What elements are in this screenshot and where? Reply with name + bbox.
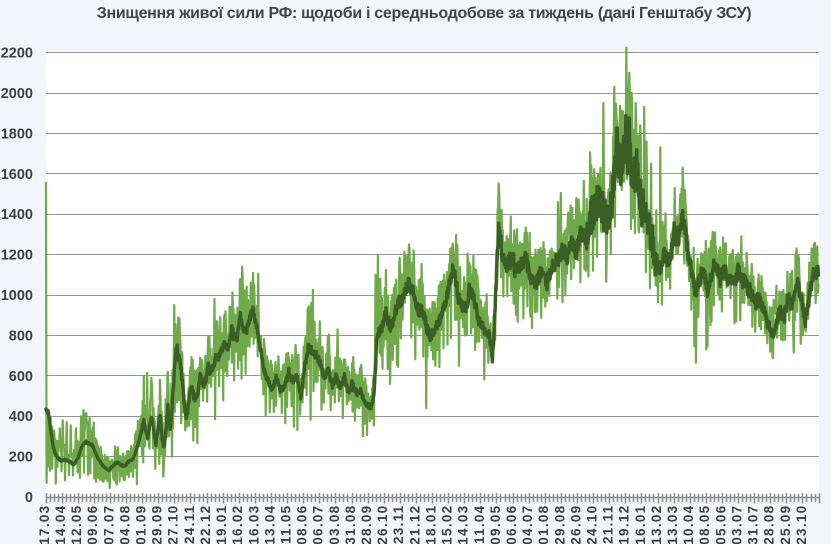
svg-text:06.07: 06.07 — [311, 505, 326, 544]
svg-text:17.03: 17.03 — [37, 505, 52, 544]
svg-text:200: 200 — [9, 450, 33, 466]
svg-text:12.05: 12.05 — [69, 505, 84, 544]
svg-text:800: 800 — [9, 328, 33, 344]
svg-text:13.03: 13.03 — [665, 505, 680, 544]
svg-text:06.06: 06.06 — [504, 505, 519, 544]
svg-text:23.10: 23.10 — [794, 505, 809, 544]
svg-text:19.12: 19.12 — [617, 505, 632, 544]
svg-text:24.11: 24.11 — [182, 505, 197, 544]
svg-text:01.08: 01.08 — [536, 505, 551, 544]
svg-text:Знищення живої сили РФ: щодоби: Знищення живої сили РФ: щодоби і середнь… — [97, 5, 752, 22]
svg-text:09.06: 09.06 — [85, 505, 100, 544]
svg-text:26.09: 26.09 — [568, 505, 583, 544]
svg-text:14.04: 14.04 — [53, 505, 68, 544]
svg-text:0: 0 — [25, 490, 33, 506]
svg-text:03.08: 03.08 — [327, 505, 342, 544]
svg-text:14.03: 14.03 — [456, 505, 471, 544]
svg-text:26.10: 26.10 — [375, 505, 390, 544]
svg-text:13.02: 13.02 — [649, 505, 664, 544]
svg-text:2000: 2000 — [1, 86, 33, 102]
svg-text:1000: 1000 — [1, 288, 33, 304]
svg-text:1600: 1600 — [1, 167, 33, 183]
svg-text:21.12: 21.12 — [407, 505, 422, 544]
svg-text:08.05: 08.05 — [697, 505, 712, 544]
svg-text:1200: 1200 — [1, 248, 33, 264]
svg-text:03.07: 03.07 — [729, 505, 744, 544]
svg-text:27.10: 27.10 — [166, 505, 181, 544]
svg-text:19.01: 19.01 — [214, 505, 229, 544]
svg-text:28.09: 28.09 — [359, 505, 374, 544]
svg-text:11.04: 11.04 — [472, 505, 487, 544]
svg-text:16.03: 16.03 — [246, 505, 261, 544]
svg-text:29.09: 29.09 — [150, 505, 165, 544]
svg-text:04.07: 04.07 — [520, 505, 535, 544]
svg-text:09.05: 09.05 — [488, 505, 503, 544]
svg-text:08.06: 08.06 — [295, 505, 310, 544]
svg-text:1400: 1400 — [1, 207, 33, 223]
svg-text:29.08: 29.08 — [552, 505, 567, 544]
svg-text:28.08: 28.08 — [762, 505, 777, 544]
svg-text:23.11: 23.11 — [391, 505, 406, 544]
svg-text:22.12: 22.12 — [198, 505, 213, 544]
svg-text:21.11: 21.11 — [601, 505, 616, 544]
svg-text:2200: 2200 — [1, 46, 33, 62]
svg-text:01.09: 01.09 — [134, 505, 149, 544]
svg-text:24.10: 24.10 — [585, 505, 600, 544]
svg-text:04.08: 04.08 — [117, 505, 132, 544]
svg-text:10.04: 10.04 — [681, 505, 696, 544]
svg-text:11.05: 11.05 — [279, 505, 294, 544]
svg-text:07.07: 07.07 — [101, 505, 116, 544]
svg-text:16.01: 16.01 — [633, 505, 648, 544]
svg-text:15.02: 15.02 — [440, 505, 455, 544]
svg-text:16.02: 16.02 — [230, 505, 245, 544]
svg-text:31.08: 31.08 — [343, 505, 358, 544]
svg-text:400: 400 — [9, 409, 33, 425]
svg-text:31.07: 31.07 — [746, 505, 761, 544]
svg-text:1800: 1800 — [1, 126, 33, 142]
svg-text:05.06: 05.06 — [713, 505, 728, 544]
svg-text:25.09: 25.09 — [778, 505, 793, 544]
svg-text:18.01: 18.01 — [423, 505, 438, 544]
svg-text:600: 600 — [9, 369, 33, 385]
svg-text:13.04: 13.04 — [262, 505, 277, 544]
